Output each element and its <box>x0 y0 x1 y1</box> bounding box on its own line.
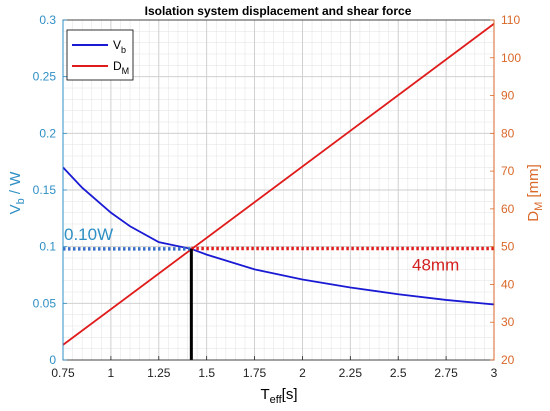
y-right-tick-label: 80 <box>501 126 515 140</box>
series-line-d-m <box>62 23 495 346</box>
x-axis-label-sub: eff <box>270 394 283 406</box>
legend-label-dm-main: D <box>113 59 122 73</box>
y-right-tick-label: 20 <box>501 353 515 367</box>
y-left-tick-label: 0.2 <box>39 126 56 140</box>
y-right-tick-label: 30 <box>501 315 515 329</box>
legend-label-dm-sub: M <box>122 66 130 76</box>
annotation-layer <box>63 246 494 360</box>
x-tick-label: 0.75 <box>51 366 75 380</box>
y-axis-right-label-sub: M <box>533 202 545 211</box>
x-tick-label: 2.5 <box>390 366 407 380</box>
x-tick-label: 2.25 <box>339 366 363 380</box>
y-right-tick-label: 40 <box>501 277 515 291</box>
y-axis-left-label: Vb / W <box>7 171 27 215</box>
y-axis-right-label-suffix: [mm] <box>525 164 542 202</box>
series-line-v-b <box>62 166 495 306</box>
x-tick-label: 1.5 <box>198 366 215 380</box>
series-layer <box>62 23 495 346</box>
legend-label-vb-sub: b <box>121 45 126 55</box>
x-tick-label: 2 <box>299 366 306 380</box>
x-axis-label-suffix: [s] <box>282 386 298 403</box>
y-left-tick-label: 0.1 <box>39 240 56 254</box>
axis-layer: 0.75 1 1.25 1.5 1.75 2 2.25 2.5 2.75 300.050.10.1… <box>33 13 522 380</box>
y-axis-right-label-main: D <box>525 211 542 222</box>
y-left-tick-label: 0.05 <box>33 296 57 310</box>
x-tick-label: 3 <box>491 366 498 380</box>
y-axis-left-label-sub: b <box>15 198 27 204</box>
x-axis-label-main: T <box>260 386 269 403</box>
legend: Vb DM <box>66 29 134 81</box>
y-right-tick-label: 90 <box>501 89 515 103</box>
y-left-tick-label: 0.3 <box>39 13 56 27</box>
y-left-tick-label: 0.15 <box>33 183 57 197</box>
x-axis-label: Teff[s] <box>260 386 297 406</box>
chart-title: Isolation system displacement and shear … <box>145 4 412 18</box>
x-tick-label: 1 <box>108 366 115 380</box>
x-tick-label: 1.75 <box>243 366 267 380</box>
y-axis-right-label: DM [mm] <box>525 164 545 222</box>
legend-label-vb-main: V <box>113 38 121 52</box>
annotation-vb-text: 0.10W <box>64 225 113 244</box>
x-tick-label: 2.75 <box>434 366 458 380</box>
y-left-tick-label: 0 <box>49 353 56 367</box>
y-right-tick-label: 60 <box>501 202 515 216</box>
legend-label-vb: Vb <box>113 38 126 55</box>
y-right-tick-label: 50 <box>501 240 515 254</box>
legend-box <box>66 29 134 81</box>
y-right-tick-label: 70 <box>501 164 515 178</box>
y-right-tick-label: 100 <box>501 51 521 65</box>
y-axis-left-label-suffix: / W <box>7 171 24 199</box>
x-tick-label: 1.25 <box>147 366 171 380</box>
annotation-dm-text: 48mm <box>412 256 459 275</box>
y-axis-left-label-main: V <box>7 204 24 214</box>
y-left-tick-label: 0.25 <box>33 70 57 84</box>
y-right-tick-label: 110 <box>501 13 520 27</box>
legend-label-dm: DM <box>113 59 129 76</box>
